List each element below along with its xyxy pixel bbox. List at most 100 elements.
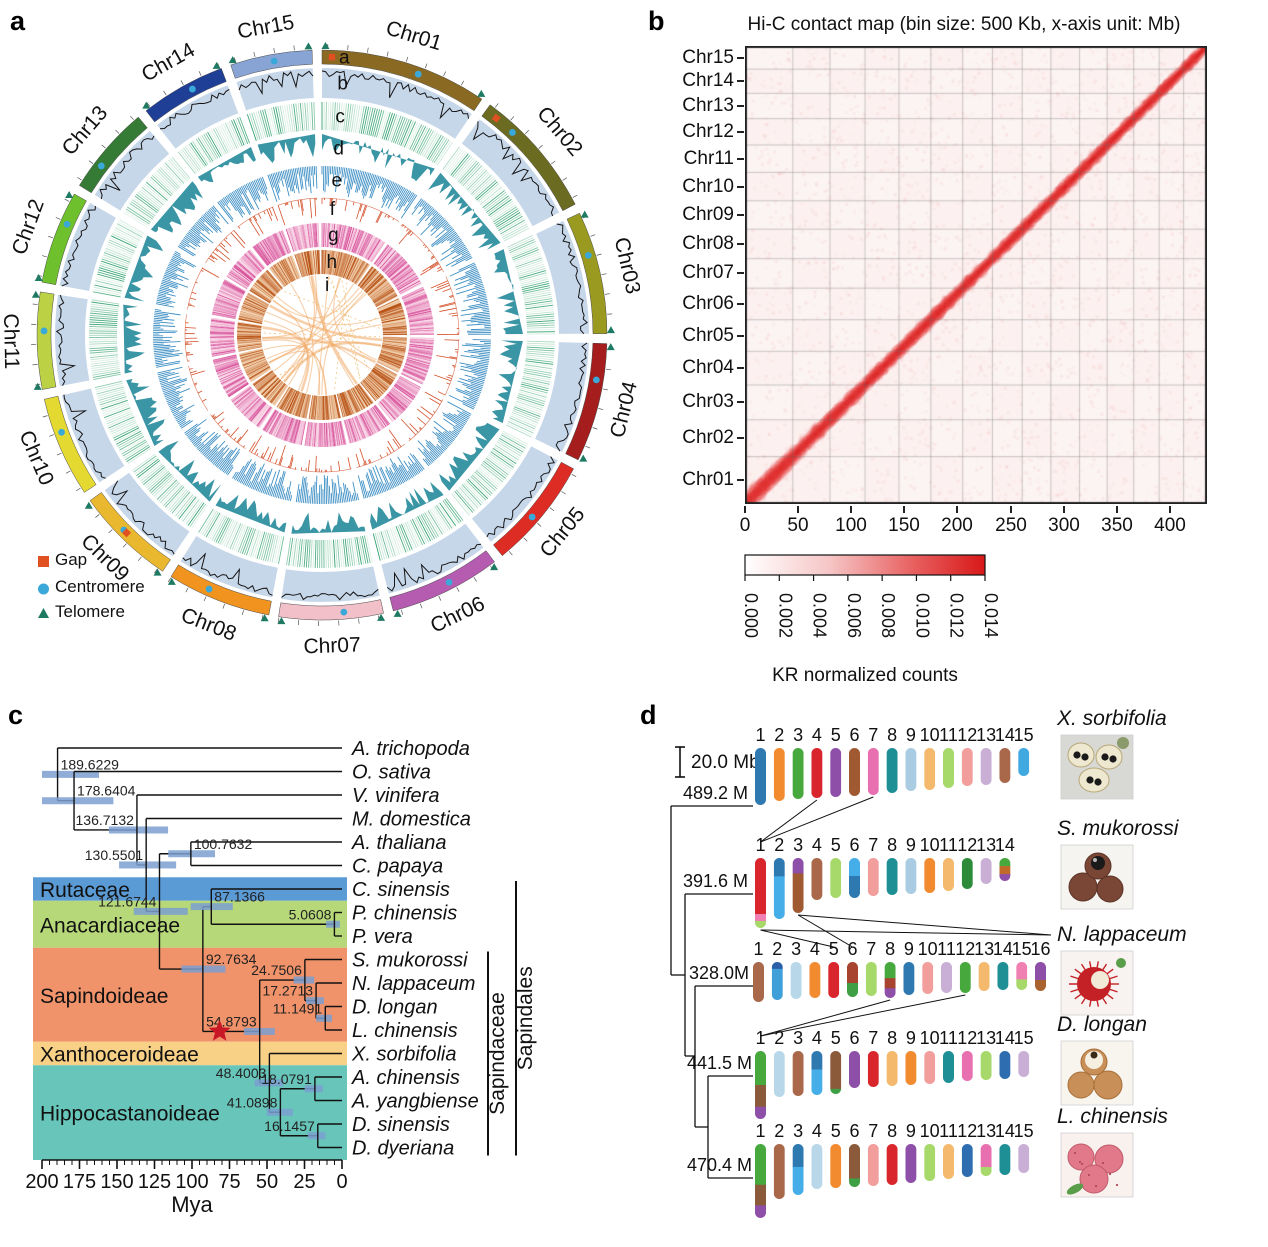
chrom-number: 8 (887, 1028, 897, 1048)
legend-item-centromere: Centromere (38, 577, 145, 596)
chromosome-bar (792, 1144, 804, 1195)
node-age-label: 130.5501 (85, 847, 144, 863)
colorbar-gradient (744, 554, 986, 576)
chrom-number: 11 (939, 725, 958, 745)
mya-tick-label: 100 (175, 1171, 208, 1193)
chromosome-bar (980, 858, 992, 884)
chromosome-bar (924, 1051, 936, 1084)
telomere-marker (142, 101, 151, 109)
chromosome-bar (830, 1144, 842, 1188)
chrom-number: 3 (793, 725, 803, 745)
centromere-marker (63, 220, 71, 228)
hic-ytick (737, 186, 744, 188)
chromosome-bar (886, 1144, 898, 1185)
hic-xtick-label: 250 (995, 515, 1027, 536)
genome-size-label: 391.6 M (683, 871, 748, 891)
scale-bar-label: 20.0 Mb (691, 752, 760, 773)
clade-band-sapindoideae (33, 947, 347, 1042)
track-b-band (236, 68, 314, 111)
species-tip-label: A. yangbiense (351, 1091, 479, 1113)
centromere-marker (205, 585, 213, 593)
chromosome-bar (980, 1144, 992, 1176)
telomere-marker (579, 454, 588, 462)
hic-ytick (737, 479, 744, 481)
chromosome-bar (755, 858, 766, 928)
chromosome-arc-Chr03 (566, 212, 608, 334)
chromosome-bar (811, 1051, 823, 1095)
track-b-band (157, 85, 239, 149)
node-age-label: 87.1366 (214, 889, 265, 905)
chromosome-arc-Chr05 (493, 461, 574, 557)
clade-label: Hippocastanoideae (40, 1103, 220, 1126)
track-letter-a: a (339, 48, 350, 69)
centromere-marker (97, 162, 105, 170)
species-tip-label: O. sativa (352, 762, 431, 784)
chromosome-bar (980, 748, 992, 785)
chromosome-bar (999, 1051, 1011, 1079)
track-b-band (461, 119, 560, 227)
chrom-number: 6 (849, 1121, 859, 1141)
chr-name-label: Chr10 (14, 427, 58, 489)
karyotype-panel: 20.0 Mb 489.2 M 391.6 M 328.0M 441.5 M 470.4 … (670, 707, 1187, 1218)
fruit-photo-x-sorbifolia (1060, 734, 1134, 800)
chrom-number: 10 (920, 1121, 940, 1141)
legend-label: Telomere (55, 602, 125, 621)
chrom-number: 9 (906, 835, 916, 855)
chromosome-bar (755, 1051, 766, 1119)
hic-xtick (1169, 506, 1171, 513)
chrom-number: 15 (1012, 939, 1032, 959)
karyotype-species-label: D. longan (1057, 1013, 1147, 1036)
chromosome-bar (755, 748, 766, 805)
chromosome-bar (867, 1051, 879, 1087)
chromosome-bar (811, 858, 823, 900)
track-b-band (535, 342, 589, 452)
centromere-marker (509, 129, 516, 136)
chrom-number: 13 (976, 1121, 996, 1141)
chromosome-bar (849, 858, 860, 898)
track-b-band (381, 523, 484, 594)
gap-marker (122, 528, 132, 538)
chrom-number: 11 (937, 939, 956, 959)
hic-ytick (737, 272, 744, 274)
panel-a-label: a (10, 6, 26, 36)
hic-xtick-label: 350 (1101, 515, 1133, 536)
hic-xtick (1010, 506, 1012, 513)
hpd-bar (42, 770, 100, 778)
node-age-label: 16.1457 (264, 1118, 315, 1134)
hic-ytick (737, 243, 744, 245)
track-letter-d: d (333, 138, 344, 159)
chrom-number: 15 (1014, 1028, 1034, 1048)
synteny-connector-line (760, 929, 834, 948)
hic-xtick-label: 300 (1048, 515, 1080, 536)
genome-size-label: 328.0M (689, 963, 749, 983)
chrom-number: 9 (906, 1028, 916, 1048)
chrom-number: 7 (868, 835, 878, 855)
node-age-label: 11.1491 (273, 1000, 323, 1016)
chromosome-bar (849, 748, 860, 796)
chrom-number: 14 (993, 939, 1013, 959)
chrom-number: 1 (755, 725, 765, 745)
chromosome-bar (961, 748, 973, 786)
chromosome-bar (830, 1051, 842, 1094)
gap-marker (491, 113, 501, 123)
chrom-number: 14 (995, 1121, 1015, 1141)
gap-legend-icon (38, 556, 49, 567)
hpd-bar (108, 826, 169, 834)
node-age-label: 24.7506 (251, 962, 302, 978)
hic-panel: Hi-C contact map (bin size: 500 Kb, x-ax… (640, 0, 1268, 695)
chrom-number: 1 (755, 835, 765, 855)
chrom-number: 16 (1030, 939, 1050, 959)
chromosome-bar (1018, 1051, 1030, 1077)
hic-xtick (1116, 506, 1118, 513)
mya-tick-label: 200 (25, 1171, 58, 1193)
hic-ytick (737, 367, 744, 369)
chr-name-label: Chr03 (610, 235, 640, 296)
centromere-marker (58, 428, 65, 436)
telomere-marker (65, 191, 74, 199)
telomere-marker (167, 577, 176, 585)
legend-item-gap: Gap (38, 550, 87, 569)
chromosome-bar (943, 858, 954, 891)
chromosome-bar (867, 858, 879, 896)
hic-xtick (850, 506, 852, 513)
